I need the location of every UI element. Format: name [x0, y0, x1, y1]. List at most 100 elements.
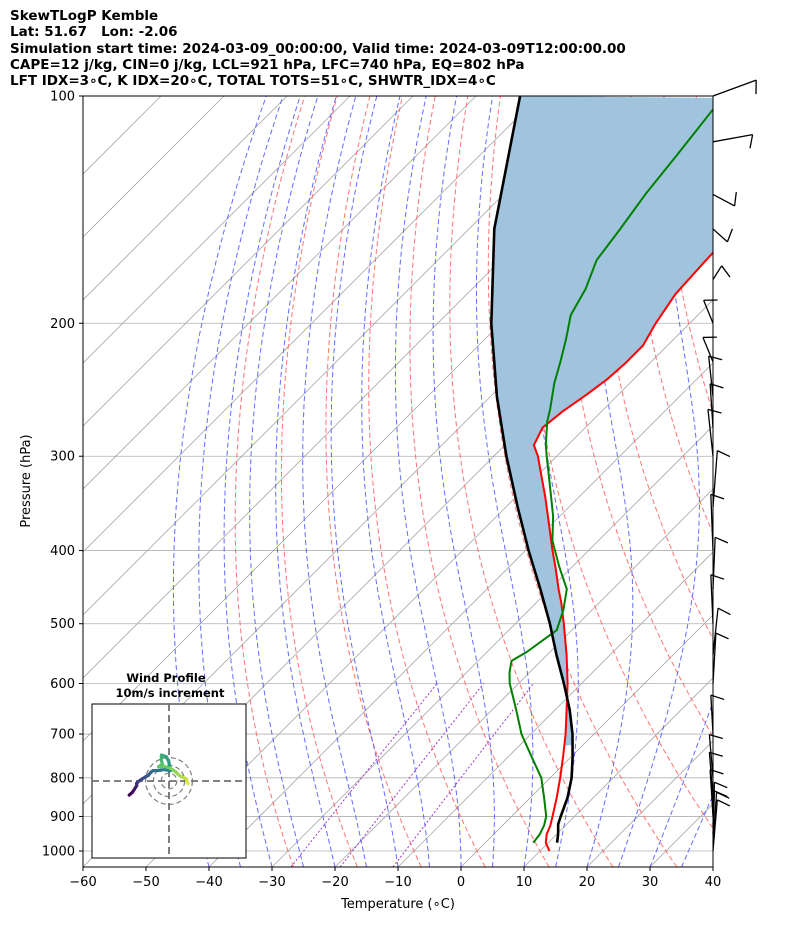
barb-staff	[712, 792, 718, 843]
moist-adiabat-line	[586, 96, 634, 867]
wind-barb	[707, 408, 722, 457]
stability-indices-line: LFT IDX=3∘C, K IDX=20∘C, TOTAL TOTS=51∘C…	[10, 73, 496, 90]
barb-flag	[733, 192, 737, 207]
y-tick-label: 800	[50, 771, 75, 786]
wind-barb	[708, 734, 723, 778]
dry-adiabat-line	[368, 96, 486, 867]
wind-profile-inset: Wind Profile 10m/s increment	[91, 671, 247, 859]
wind-barb	[712, 192, 737, 207]
barb-staff	[712, 133, 753, 143]
cape-fill	[491, 96, 713, 746]
moist-adiabat-line	[275, 96, 337, 867]
wind-barbs	[702, 79, 757, 852]
mixing-ratio-line	[339, 683, 484, 867]
convective-params-line: CAPE=12 j/kg, CIN=0 j/kg, LCL=921 hPa, L…	[10, 56, 525, 73]
wind-barb	[712, 536, 729, 590]
isotherm-line	[83, 96, 603, 616]
dry-adiabat-line	[761, 96, 794, 867]
x-tick-label: 40	[705, 875, 722, 890]
barb-flag	[721, 265, 731, 278]
x-tick-label: −30	[258, 875, 285, 890]
isotherm-line	[334, 488, 713, 867]
barb-staff	[708, 356, 714, 397]
x-tick-label: 0	[457, 875, 465, 890]
mixing-ratio-line	[290, 683, 438, 867]
barb-flag	[717, 450, 731, 458]
moist-adiabat-line	[432, 96, 495, 867]
isotherm-line	[712, 866, 713, 867]
y-axis-label: Pressure (hPa)	[19, 434, 34, 527]
dewpoint-line	[508, 107, 713, 844]
barb-flag	[726, 228, 733, 243]
moist-adiabat-line	[361, 96, 430, 867]
moist-adiabat-line	[712, 865, 713, 867]
moist-adiabat-line	[330, 96, 399, 867]
inset-title: Wind Profile	[126, 671, 206, 685]
barb-staff	[712, 228, 728, 243]
wind-barb	[712, 265, 731, 280]
dry-adiabat-line	[596, 96, 713, 641]
barb-staff	[702, 337, 714, 363]
wind-barb	[702, 336, 717, 363]
wind-barb	[712, 228, 733, 243]
inset-subtitle: 10m/s increment	[116, 686, 225, 700]
x-tick-label: 20	[579, 875, 596, 890]
barb-flag	[749, 134, 754, 149]
moist-adiabat-line	[394, 96, 462, 867]
isotherm-line	[523, 677, 713, 867]
title-block: SkewTLogP Kemble Lat: 51.67 Lon: -2.06 S…	[10, 8, 626, 89]
moist-adiabat-line	[681, 793, 713, 867]
dry-adiabat-line	[325, 96, 422, 867]
barb-staff	[712, 79, 757, 97]
barb-staff	[712, 799, 718, 852]
moist-adiabat-line	[618, 96, 700, 867]
barb-flag	[709, 734, 723, 740]
moist-adiabat-line	[302, 96, 367, 867]
chart-title: SkewTLogP Kemble	[10, 8, 159, 24]
barb-staff	[708, 752, 714, 798]
times-line: Simulation start time: 2024-03-09_00:00:…	[10, 40, 626, 57]
barb-staff	[712, 265, 723, 280]
y-tick-label: 700	[50, 728, 75, 743]
dry-adiabat-line	[561, 96, 713, 738]
moist-adiabat-line	[223, 96, 301, 867]
x-tick-label: −10	[384, 875, 411, 890]
barb-flag	[717, 607, 731, 616]
profile-lines	[490, 96, 713, 852]
barb-staff	[708, 734, 714, 778]
moist-adiabat-line	[198, 96, 284, 867]
y-tick-label: 400	[50, 544, 75, 559]
barb-staff	[712, 193, 735, 207]
x-axis-label: Temperature (∘C)	[340, 897, 455, 912]
y-tick-label: 900	[50, 810, 75, 825]
barb-flag	[714, 781, 728, 789]
wind-barb	[712, 791, 730, 843]
y-tick-label: 500	[50, 617, 75, 632]
isotherm-line	[460, 614, 713, 867]
wind-barb	[712, 607, 731, 656]
x-tick-label: 30	[642, 875, 659, 890]
x-tick-label: 10	[516, 875, 533, 890]
moist-adiabat-line	[476, 96, 534, 867]
moist-adiabat-line	[649, 700, 713, 867]
barb-staff	[712, 450, 718, 507]
wind-barb	[712, 632, 729, 684]
y-tick-label: 1000	[42, 845, 75, 860]
barb-flag	[707, 408, 722, 414]
barb-flag	[709, 751, 723, 757]
parcel-line	[490, 96, 574, 843]
barb-flag	[714, 536, 729, 544]
dry-adiabat-line	[234, 96, 306, 867]
moist-adiabat-line	[172, 96, 267, 867]
barb-flag	[717, 799, 731, 807]
location-line: Lat: 51.67 Lon: -2.06	[10, 24, 178, 41]
y-tick-label: 100	[50, 90, 75, 105]
isotherm-line	[271, 425, 713, 867]
barb-staff	[703, 299, 714, 324]
axes: −60 −50 −40 −30 −20 −10 0 10 20 30 40 1000 900 800 700…	[42, 90, 721, 891]
wind-barb	[712, 799, 731, 852]
x-tick-label: −50	[132, 875, 159, 890]
isotherm-line	[397, 551, 713, 867]
wind-barb	[703, 299, 718, 324]
isotherm-line	[83, 96, 540, 553]
